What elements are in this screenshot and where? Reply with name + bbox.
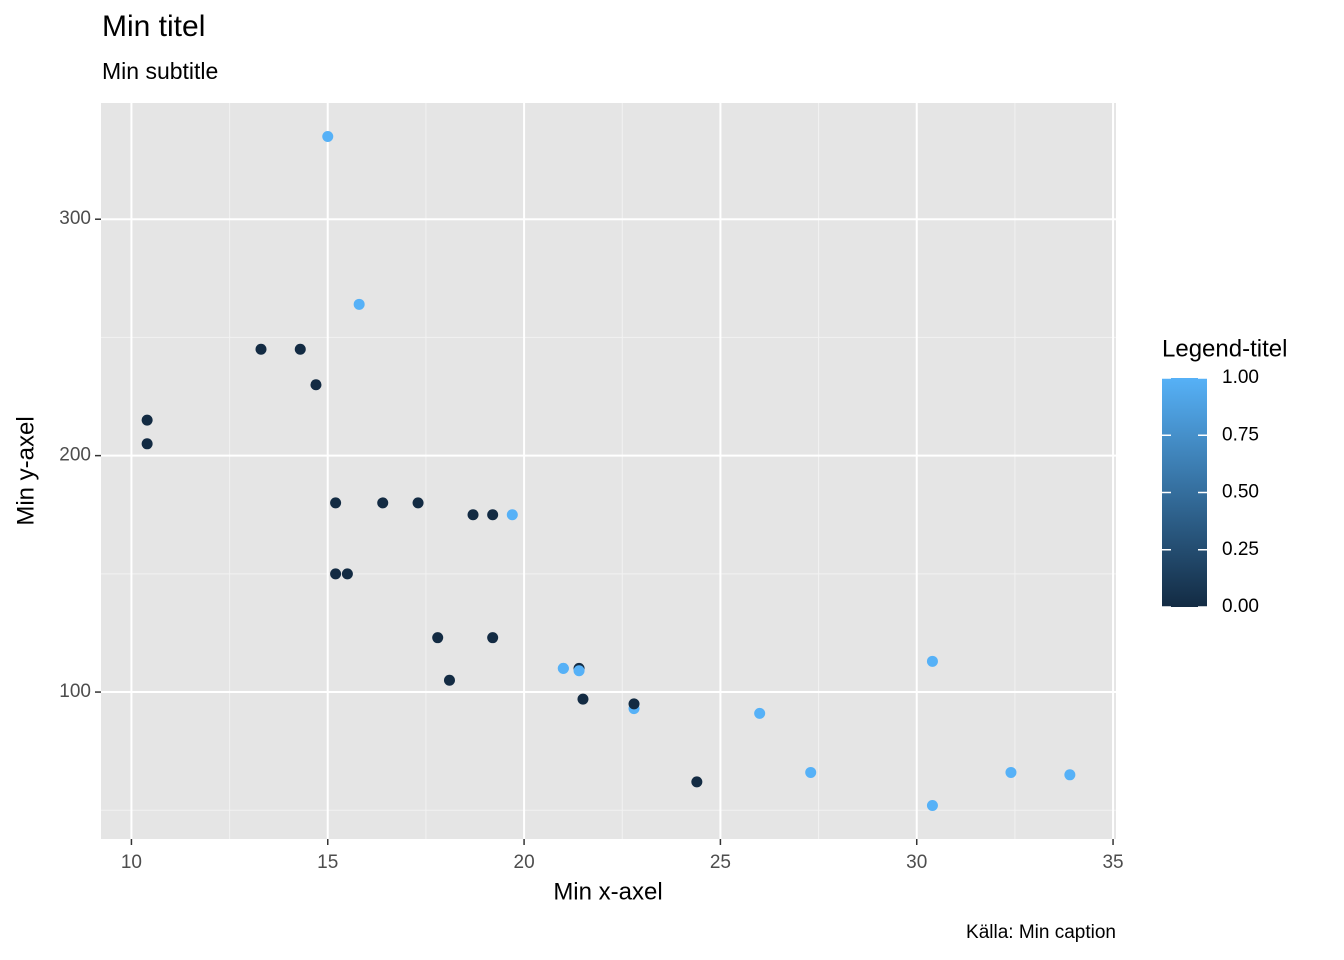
legend-label: 0.00 <box>1222 596 1259 617</box>
point <box>487 632 499 644</box>
point <box>443 674 455 686</box>
point <box>353 298 365 310</box>
point <box>628 698 640 710</box>
y-tick-label: 200 <box>59 445 91 466</box>
point <box>412 497 424 509</box>
chart-title: Min titel <box>102 10 205 43</box>
point <box>341 568 353 580</box>
point <box>330 497 342 509</box>
y-tick-label: 100 <box>59 681 91 702</box>
point <box>577 693 589 705</box>
point <box>506 509 518 521</box>
point <box>805 766 817 778</box>
caption: Källa: Min caption <box>966 922 1116 943</box>
x-axis-label: Min x-axel <box>553 878 662 905</box>
point <box>330 568 342 580</box>
x-tick-label: 30 <box>906 852 927 873</box>
y-axis-label: Min y-axel <box>12 416 39 525</box>
point <box>1005 766 1017 778</box>
x-tick-label: 25 <box>710 852 731 873</box>
point <box>432 632 444 644</box>
x-tick-label: 20 <box>514 852 535 873</box>
point <box>926 655 938 667</box>
x-tick-label: 15 <box>317 852 338 873</box>
x-tick-label: 35 <box>1102 852 1123 873</box>
point <box>487 509 499 521</box>
legend-label: 0.75 <box>1222 424 1259 445</box>
point <box>926 800 938 812</box>
point <box>573 665 585 677</box>
point <box>294 343 306 355</box>
point <box>377 497 389 509</box>
chart-subtitle: Min subtitle <box>102 58 218 84</box>
x-tick-label: 10 <box>121 852 142 873</box>
y-tick-label: 300 <box>59 208 91 229</box>
legend-label: 0.25 <box>1222 539 1259 560</box>
legend-title: Legend-titel <box>1162 335 1287 362</box>
point <box>691 776 703 788</box>
plot-panel <box>101 103 1116 839</box>
point <box>141 414 153 426</box>
point <box>557 662 569 674</box>
point <box>255 343 267 355</box>
point <box>322 130 334 142</box>
point <box>141 438 153 450</box>
point <box>1064 769 1076 781</box>
point <box>467 509 479 521</box>
point <box>310 379 322 391</box>
point <box>754 707 766 719</box>
legend-label: 1.00 <box>1222 367 1259 388</box>
legend-label: 0.50 <box>1222 482 1259 503</box>
